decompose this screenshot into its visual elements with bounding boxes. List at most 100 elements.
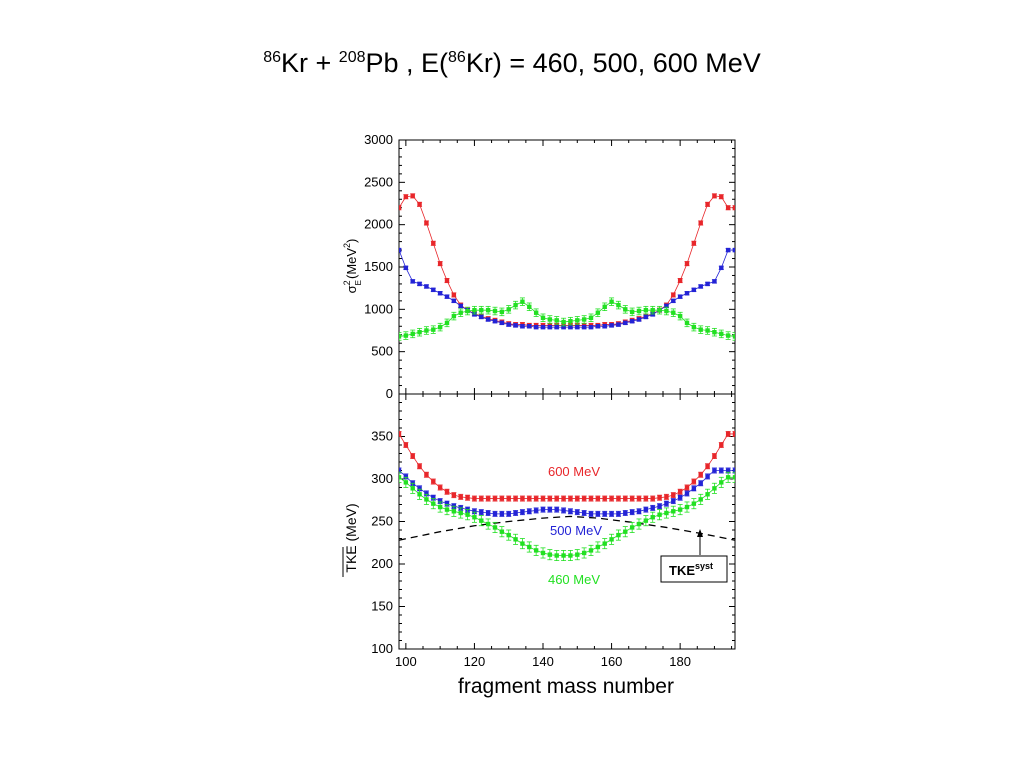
bottom-point-500-mev xyxy=(492,511,498,517)
bottom-point-460-mev xyxy=(540,550,546,556)
bottom-point-460-mev xyxy=(698,497,703,502)
bottom-point-460-mev xyxy=(629,525,635,530)
top-point-500-mev xyxy=(444,294,450,299)
top-point-500-mev xyxy=(705,281,710,287)
tke-syst-label: TKEsyst xyxy=(669,561,713,578)
bottom-point-460-mev xyxy=(451,509,457,514)
top-point-500-mev xyxy=(485,317,491,322)
top-point-460-mev xyxy=(561,319,566,325)
bottom-point-600-mev xyxy=(465,495,470,500)
top-point-460-mev xyxy=(479,307,484,313)
top-point-500-mev xyxy=(677,294,683,299)
annotation-600-mev: 600 MeV xyxy=(548,464,600,479)
top-point-500-mev xyxy=(540,324,546,330)
bottom-point-460-mev xyxy=(410,486,415,491)
bottom-point-460-mev xyxy=(588,548,594,553)
bottom-point-460-mev xyxy=(506,532,511,538)
bottom-point-500-mev xyxy=(657,504,662,509)
bottom-ytick-label: 300 xyxy=(371,471,393,486)
bottom-point-600-mev xyxy=(472,496,477,501)
bottom-point-460-mev xyxy=(609,537,614,542)
top-point-500-mev xyxy=(664,303,669,309)
bottom-point-600-mev xyxy=(595,496,601,501)
top-ytick-label: 0 xyxy=(386,386,393,401)
bottom-point-500-mev xyxy=(650,505,655,511)
top-point-460-mev xyxy=(554,318,559,323)
bottom-ytick-label: 100 xyxy=(371,641,393,656)
top-point-500-mev xyxy=(499,320,505,326)
top-point-460-mev xyxy=(732,334,735,339)
bottom-point-500-mev xyxy=(664,501,669,506)
top-point-460-mev xyxy=(499,309,505,315)
bottom-point-500-mev xyxy=(691,486,697,491)
top-point-460-mev xyxy=(485,307,491,313)
top-point-500-mev xyxy=(732,247,735,253)
bottom-point-460-mev xyxy=(431,501,436,506)
bottom-point-500-mev xyxy=(684,491,690,496)
top-point-500-mev xyxy=(684,291,690,296)
bottom-point-600-mev xyxy=(712,453,717,459)
tke-syst-text: TKE xyxy=(669,563,695,578)
top-ytick-label: 2500 xyxy=(364,174,393,189)
bottom-xtick-label: 180 xyxy=(669,654,691,669)
top-ytick-label: 3000 xyxy=(364,132,393,147)
bottom-point-600-mev xyxy=(588,496,594,501)
bottom-point-460-mev xyxy=(399,475,402,480)
top-point-500-mev xyxy=(424,284,429,289)
bottom-xtick-label: 160 xyxy=(601,654,623,669)
top-point-600-mev xyxy=(684,261,690,266)
bottom-point-500-mev xyxy=(575,509,580,515)
bottom-point-500-mev xyxy=(399,468,402,473)
bottom-point-500-mev xyxy=(540,507,546,512)
top-point-600-mev xyxy=(403,194,409,199)
top-point-460-mev xyxy=(568,318,573,324)
top-point-460-mev xyxy=(691,324,697,330)
top-point-500-mev xyxy=(643,314,649,320)
bottom-point-600-mev xyxy=(719,442,724,448)
bottom-point-600-mev xyxy=(561,496,566,501)
bottom-point-460-mev xyxy=(650,515,655,520)
top-ylabel-close: ) xyxy=(344,239,359,243)
top-ytick-label: 1000 xyxy=(364,301,393,316)
bottom-point-460-mev xyxy=(616,532,621,538)
bottom-point-500-mev xyxy=(616,511,621,517)
bottom-point-460-mev xyxy=(595,544,601,550)
bottom-point-600-mev xyxy=(643,496,649,501)
bottom-point-500-mev xyxy=(712,468,717,473)
top-ylabel-unit-sup: 2 xyxy=(342,243,352,248)
bottom-point-500-mev xyxy=(499,511,505,517)
top-ylabel-sup: 2 xyxy=(342,280,352,285)
bottom-point-600-mev xyxy=(506,496,511,501)
top-ytick-label: 2000 xyxy=(364,217,393,232)
top-point-460-mev xyxy=(581,317,587,322)
bottom-point-600-mev xyxy=(485,496,491,501)
top-point-460-mev xyxy=(623,307,628,312)
bottom-point-500-mev xyxy=(725,468,731,473)
bottom-point-500-mev xyxy=(513,510,518,516)
bottom-frame xyxy=(398,393,736,650)
tke-syst-curve xyxy=(399,515,735,541)
bottom-point-500-mev xyxy=(479,509,484,515)
bottom-point-460-mev xyxy=(636,521,642,527)
bottom-point-500-mev xyxy=(623,510,628,516)
bottom-point-500-mev xyxy=(520,509,525,515)
bottom-point-600-mev xyxy=(581,496,587,501)
top-ylabel-sub: E xyxy=(354,280,363,285)
top-point-500-mev xyxy=(506,322,511,327)
bottom-point-600-mev xyxy=(698,472,703,477)
top-point-500-mev xyxy=(527,324,532,329)
bottom-point-600-mev xyxy=(636,496,642,501)
bottom-point-460-mev xyxy=(403,480,409,485)
bottom-xtick-label: 140 xyxy=(532,654,554,669)
bottom-point-460-mev xyxy=(623,529,628,534)
bottom-point-600-mev xyxy=(540,496,546,501)
top-point-460-mev xyxy=(437,324,443,330)
bottom-point-600-mev xyxy=(664,494,669,500)
bottom-point-500-mev xyxy=(485,510,491,516)
bottom-point-460-mev xyxy=(444,507,450,512)
top-point-500-mev xyxy=(479,314,484,320)
tke-syst-box xyxy=(660,555,728,583)
bottom-point-460-mev xyxy=(561,553,566,558)
bottom-point-600-mev xyxy=(410,453,415,459)
